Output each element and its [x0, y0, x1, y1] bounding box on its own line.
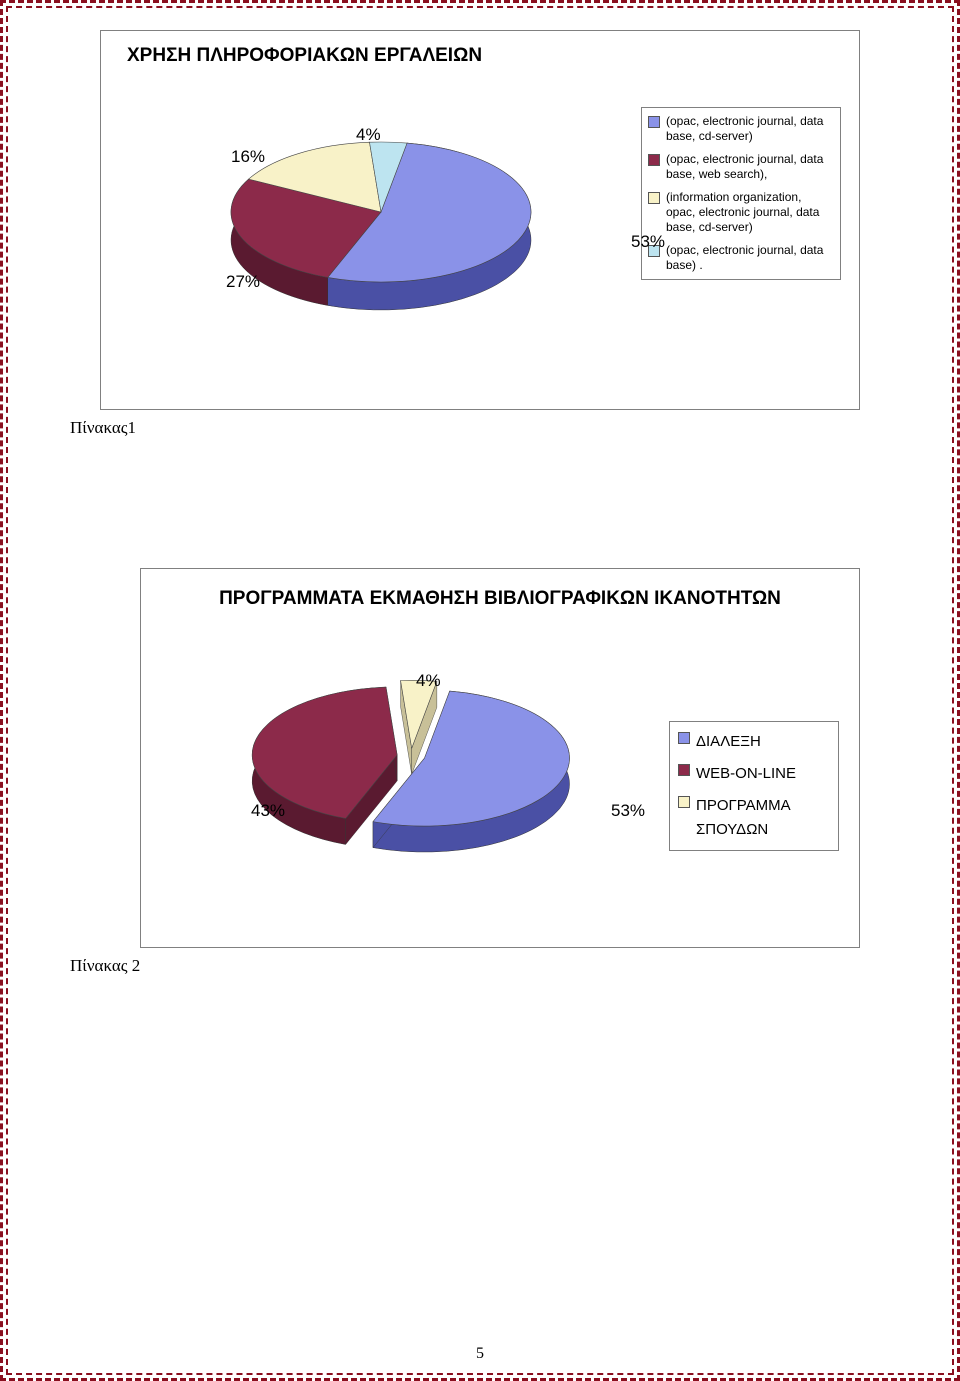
legend-item: ΔΙΑΛΕΞΗ	[678, 730, 830, 754]
pie-slice-label: 27%	[226, 272, 260, 292]
legend-swatch	[648, 116, 660, 128]
pie-slice-label: 4%	[356, 125, 381, 145]
page-content: ΧΡΗΣΗ ΠΛΗΡΟΦΟΡΙΑΚΩΝ ΕΡΓΑΛΕΙΩΝ (opac, ele…	[0, 0, 960, 1006]
chart-1-title: ΧΡΗΣΗ ΠΛΗΡΟΦΟΡΙΑΚΩΝ ΕΡΓΑΛΕΙΩΝ	[101, 31, 859, 67]
chart-1-pie	[221, 117, 541, 337]
chart-1-caption: Πίνακας1	[70, 418, 920, 438]
pie-slice-label: 43%	[251, 801, 285, 821]
legend-label: (opac, electronic journal, data base, cd…	[666, 114, 834, 144]
chart-2-pie	[241, 651, 581, 881]
chart-1-body: (opac, electronic journal, data base, cd…	[101, 67, 859, 387]
legend-item: (opac, electronic journal, data base, cd…	[648, 114, 834, 144]
chart-2-caption: Πίνακας 2	[70, 956, 920, 976]
legend-label: (information organization, opac, electro…	[666, 190, 834, 235]
legend-swatch	[678, 732, 690, 744]
legend-swatch	[648, 154, 660, 166]
legend-item: (opac, electronic journal, data base, we…	[648, 152, 834, 182]
pie-slice-label: 4%	[416, 671, 441, 691]
legend-label: ΠΡΟΓΡΑΜΜΑ ΣΠΟΥΔΩΝ	[696, 794, 830, 842]
page-number: 5	[0, 1345, 960, 1363]
chart-1-legend: (opac, electronic journal, data base, cd…	[641, 107, 841, 280]
chart-2-body: ΔΙΑΛΕΞΗ WEB-ON-LINE ΠΡΟΓΡΑΜΜΑ ΣΠΟΥΔΩΝ 53% 4…	[141, 611, 859, 911]
legend-label: WEB-ON-LINE	[696, 762, 796, 786]
legend-item: (opac, electronic journal, data base) .	[648, 243, 834, 273]
chart-2-legend: ΔΙΑΛΕΞΗ WEB-ON-LINE ΠΡΟΓΡΑΜΜΑ ΣΠΟΥΔΩΝ	[669, 721, 839, 851]
legend-label: ΔΙΑΛΕΞΗ	[696, 730, 761, 754]
legend-item: (information organization, opac, electro…	[648, 190, 834, 235]
chart-1-box: ΧΡΗΣΗ ΠΛΗΡΟΦΟΡΙΑΚΩΝ ΕΡΓΑΛΕΙΩΝ (opac, ele…	[100, 30, 860, 410]
pie-slice-label: 16%	[231, 147, 265, 167]
legend-label: (opac, electronic journal, data base, we…	[666, 152, 834, 182]
legend-swatch	[678, 796, 690, 808]
pie-slice-label: 53%	[631, 232, 665, 252]
legend-swatch	[648, 192, 660, 204]
legend-label: (opac, electronic journal, data base) .	[666, 243, 834, 273]
chart-2-title: ΠΡΟΓΡΑΜΜΑΤΑ ΕΚΜΑΘΗΣΗ ΒΙΒΛΙΟΓΡΑΦΙΚΩΝ ΙΚΑΝ…	[141, 569, 859, 611]
chart-2-box: ΠΡΟΓΡΑΜΜΑΤΑ ΕΚΜΑΘΗΣΗ ΒΙΒΛΙΟΓΡΑΦΙΚΩΝ ΙΚΑΝ…	[140, 568, 860, 948]
pie-slice-label: 53%	[611, 801, 645, 821]
legend-item: WEB-ON-LINE	[678, 762, 830, 786]
legend-item: ΠΡΟΓΡΑΜΜΑ ΣΠΟΥΔΩΝ	[678, 794, 830, 842]
legend-swatch	[678, 764, 690, 776]
